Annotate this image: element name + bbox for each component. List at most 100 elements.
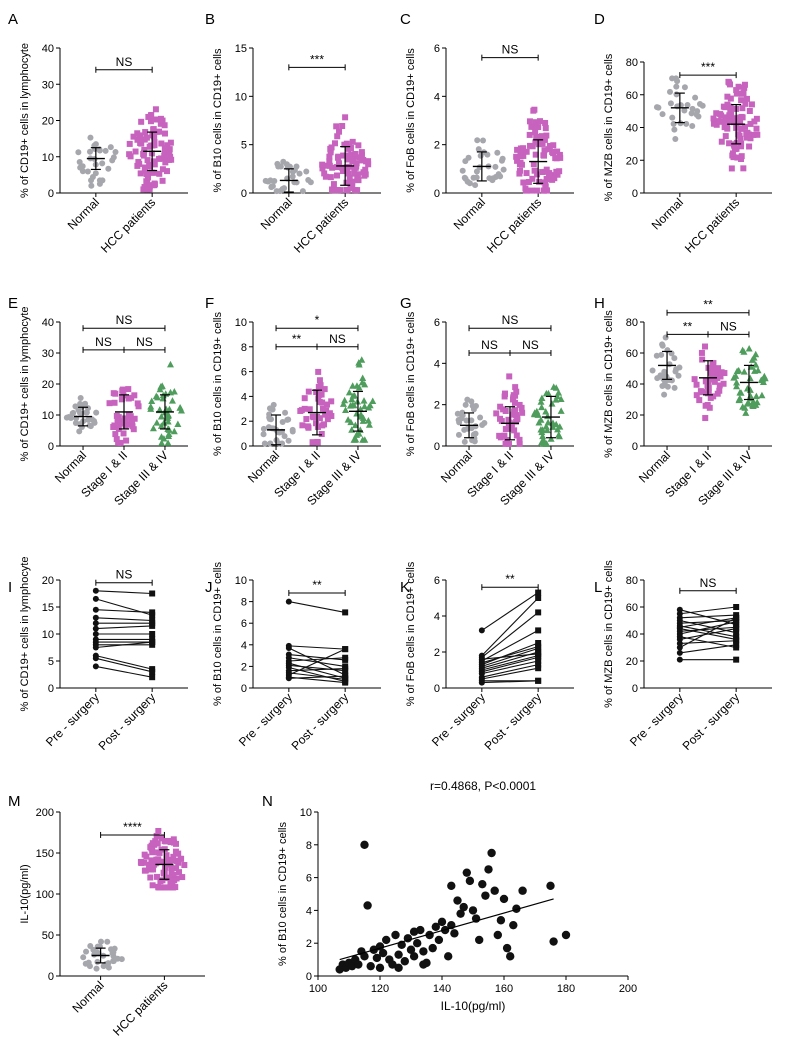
data-point <box>544 389 552 397</box>
data-point <box>346 144 353 151</box>
data-point <box>754 131 761 138</box>
data-point <box>533 187 540 194</box>
data-point <box>741 81 748 88</box>
pair-line <box>481 611 539 658</box>
data-point <box>543 166 550 173</box>
data-point <box>557 407 565 414</box>
pre-point <box>92 606 99 613</box>
data-point <box>86 422 93 429</box>
data-point <box>146 161 153 168</box>
data-point <box>556 151 563 158</box>
data-point <box>157 115 164 122</box>
post-point <box>149 674 156 681</box>
data-point <box>76 428 83 435</box>
data-point <box>506 952 515 961</box>
y-tick-label: 2 <box>434 647 440 659</box>
data-point <box>689 105 696 112</box>
data-point <box>289 426 296 433</box>
data-point <box>125 411 132 418</box>
data-point <box>165 430 173 437</box>
x-tick-label: HCC patients <box>110 978 170 1038</box>
significance-label: NS <box>116 55 133 69</box>
data-point <box>167 153 174 160</box>
data-point <box>739 403 747 410</box>
data-point <box>694 108 701 115</box>
data-point <box>98 938 105 945</box>
data-point <box>157 412 165 420</box>
data-point <box>167 139 174 146</box>
y-tick-label: 2 <box>306 938 312 950</box>
data-point <box>354 171 361 178</box>
x-tick-label: Post - surgery <box>289 690 352 753</box>
y-axis-label: % of B10 cells in CD19+ cells <box>277 822 289 966</box>
pair-line <box>95 657 153 673</box>
panel-l: L 0 20 40 60 80 % of MZB cells in CD19+ cells P… <box>594 560 772 753</box>
panel-letter: D <box>594 11 605 28</box>
data-point <box>465 876 475 886</box>
significance-label: **** <box>123 820 142 834</box>
data-point <box>361 402 369 410</box>
data-point <box>279 419 286 426</box>
data-point <box>134 130 141 137</box>
pair-line <box>679 625 737 638</box>
y-tick-label: 6 <box>306 873 312 885</box>
data-point <box>181 862 188 869</box>
panel-letter: B <box>205 11 215 28</box>
post-point <box>733 641 740 648</box>
data-point <box>497 403 504 410</box>
data-point <box>170 853 177 860</box>
y-tick-label: 0 <box>48 441 54 453</box>
data-point <box>536 118 543 125</box>
data-point <box>545 146 552 153</box>
data-point <box>82 400 89 407</box>
data-point <box>530 161 537 168</box>
data-point <box>693 392 700 399</box>
data-point <box>493 410 500 417</box>
post-point <box>733 629 740 636</box>
data-point <box>322 173 329 180</box>
data-point <box>712 373 719 380</box>
data-point <box>535 124 542 131</box>
y-tick-label: 60 <box>626 602 638 614</box>
data-point <box>168 864 175 871</box>
data-point <box>113 436 120 443</box>
data-point <box>673 83 680 90</box>
data-point <box>550 142 557 149</box>
x-tick-label: HCC patients <box>291 195 351 255</box>
data-point <box>111 945 118 952</box>
significance-label: NS <box>136 335 153 349</box>
data-point <box>715 118 722 125</box>
data-point <box>738 125 745 132</box>
x-tick-label: Normal <box>438 448 475 485</box>
data-point <box>164 856 171 863</box>
post-point <box>342 646 349 653</box>
data-point <box>542 119 549 126</box>
data-point <box>517 148 524 155</box>
x-tick-label: 200 <box>619 983 637 995</box>
data-point <box>296 170 303 177</box>
data-point <box>147 402 155 410</box>
data-point <box>119 386 126 393</box>
data-point <box>753 125 760 132</box>
y-tick-label: 6 <box>241 618 247 630</box>
data-point <box>179 874 186 881</box>
y-tick-label: 20 <box>626 155 638 167</box>
data-point <box>736 389 744 396</box>
data-point <box>739 346 747 354</box>
data-point <box>737 119 744 126</box>
data-point <box>468 906 478 915</box>
data-point <box>744 129 751 136</box>
data-point <box>743 134 750 141</box>
data-point <box>541 147 548 154</box>
pair-line <box>481 647 539 667</box>
y-tick-label: 20 <box>626 656 638 668</box>
data-point <box>546 881 555 890</box>
data-point <box>134 400 141 407</box>
data-point <box>689 122 696 129</box>
data-point <box>649 367 656 374</box>
y-tick-label: 8 <box>306 840 312 852</box>
y-tick-label: 200 <box>36 807 54 819</box>
data-point <box>153 419 161 426</box>
data-point <box>342 406 350 413</box>
data-point <box>123 437 130 444</box>
